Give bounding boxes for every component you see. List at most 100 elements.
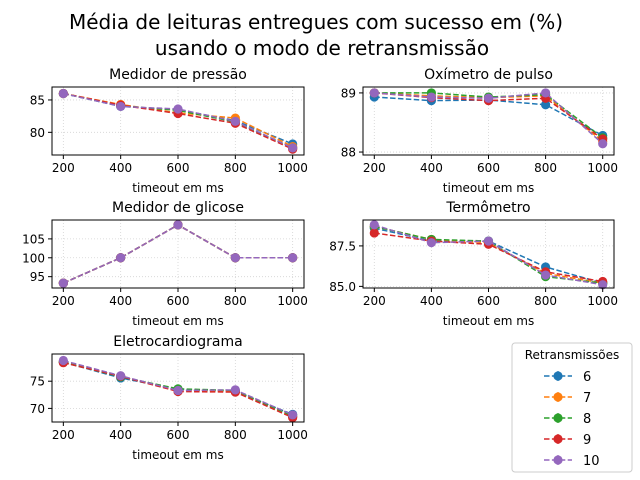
- x-tick-label: 800: [224, 294, 247, 308]
- x-tick-label: 600: [167, 428, 190, 442]
- data-point-10: [598, 280, 608, 290]
- legend-marker-9: [553, 434, 563, 444]
- figure-title-line2: usando o modo de retransmissão: [155, 36, 489, 60]
- x-tick-label: 1000: [277, 294, 308, 308]
- y-tick-label: 100: [22, 251, 45, 265]
- x-tick-label: 200: [363, 161, 386, 175]
- x-tick-label: 600: [477, 294, 500, 308]
- x-axis-label: timeout em ms: [132, 448, 223, 462]
- legend-items: 6 7 8 9 10: [544, 370, 600, 469]
- data-point-10: [230, 116, 240, 126]
- x-tick-label: 400: [420, 161, 443, 175]
- legend-entry-7: 7: [544, 391, 591, 406]
- data-point-10: [116, 371, 126, 381]
- y-tick-label: 80: [30, 126, 45, 140]
- series-line-10: [374, 224, 603, 286]
- data-point-10: [58, 355, 68, 366]
- data-point-9: [369, 228, 379, 238]
- data-point-10: [230, 253, 240, 263]
- legend-marker-10: [553, 455, 563, 465]
- x-tick-label: 800: [534, 294, 557, 308]
- legend-label-6: 6: [583, 370, 591, 385]
- x-tick-label: 600: [167, 161, 190, 175]
- data-point-10: [426, 92, 436, 102]
- x-tick-label: 600: [477, 161, 500, 175]
- legend: Retransmissões 6 7 8 9 10: [511, 342, 633, 473]
- x-tick-label: 200: [52, 294, 75, 308]
- y-tick-label: 89: [341, 86, 356, 100]
- y-tick-label: 85: [30, 93, 45, 107]
- x-tick-label: 800: [224, 428, 247, 442]
- panel-eletrocardiograma: 200 400 600 800 1000 70 75 Eletrocardiograma tim…: [30, 334, 308, 462]
- x-axis-label: timeout em ms: [132, 181, 223, 195]
- data-point-10: [58, 278, 68, 288]
- data-point-10: [483, 236, 494, 246]
- x-axis-label: timeout em ms: [443, 181, 534, 195]
- data-point-10: [598, 139, 608, 149]
- x-tick-label: 600: [167, 294, 190, 308]
- x-tick-label: 1000: [587, 161, 618, 175]
- legend-title: Retransmissões: [525, 348, 620, 362]
- panel-title: Eletrocardiograma: [113, 334, 242, 350]
- y-tick-label: 70: [30, 402, 45, 416]
- data-point-10: [288, 143, 298, 153]
- data-point-10: [483, 93, 494, 103]
- panel-medidor-de-pressao: 200 400 600 800 1000 80 85 Medidor de pressão ti…: [30, 67, 308, 195]
- data-point-10: [173, 220, 183, 230]
- data-point-10: [230, 385, 240, 395]
- data-point-10: [173, 385, 183, 396]
- x-axis-label: timeout em ms: [443, 314, 534, 328]
- y-tick-label: 95: [30, 270, 45, 284]
- data-point-10: [541, 88, 551, 98]
- y-tick-label: 85.0: [329, 280, 356, 294]
- y-tick-label: 75: [30, 375, 45, 389]
- y-tick-label: 87.5: [329, 239, 356, 253]
- x-tick-label: 1000: [277, 428, 308, 442]
- legend-label-8: 8: [583, 412, 591, 427]
- panel-medidor-de-glicose: 200 400 600 800 1000 95 100 105 Medidor de glico…: [22, 200, 308, 328]
- y-tick-label: 105: [22, 232, 45, 246]
- legend-entry-6: 6: [544, 370, 591, 385]
- x-tick-label: 200: [52, 428, 75, 442]
- y-tick-label: 88: [341, 146, 356, 160]
- x-tick-label: 1000: [587, 294, 618, 308]
- x-tick-label: 400: [109, 161, 132, 175]
- data-point-10: [369, 220, 379, 230]
- legend-marker-6: [553, 371, 563, 381]
- x-tick-label: 200: [363, 294, 386, 308]
- data-point-10: [541, 270, 551, 280]
- panel-title: Termômetro: [445, 200, 530, 216]
- legend-label-7: 7: [583, 391, 591, 406]
- panel-title: Medidor de pressão: [109, 67, 247, 83]
- x-tick-label: 400: [109, 428, 132, 442]
- legend-entry-10: 10: [544, 454, 600, 469]
- data-point-10: [116, 101, 126, 112]
- x-axis-label: timeout em ms: [132, 314, 223, 328]
- x-tick-label: 400: [109, 294, 132, 308]
- data-point-10: [173, 104, 183, 114]
- x-tick-label: 1000: [277, 161, 308, 175]
- data-point-10: [288, 410, 298, 420]
- data-point-10: [369, 88, 379, 98]
- data-point-10: [288, 253, 298, 263]
- subplots: 200 400 600 800 1000 80 85 Medidor de pressão ti…: [22, 67, 618, 462]
- legend-label-9: 9: [583, 433, 591, 448]
- x-tick-label: 400: [420, 294, 443, 308]
- legend-label-10: 10: [583, 454, 600, 469]
- x-tick-label: 800: [534, 161, 557, 175]
- panel-title: Medidor de glicose: [112, 200, 244, 216]
- data-point-10: [116, 253, 126, 263]
- legend-entry-8: 8: [544, 412, 591, 427]
- legend-frame: [511, 342, 633, 473]
- panel-termometro: 200 400 600 800 1000 85.0 87.5 Termômetro timeou…: [329, 200, 618, 328]
- legend-entry-9: 9: [544, 433, 591, 448]
- legend-marker-7: [553, 392, 563, 402]
- data-point-6: [541, 100, 551, 110]
- data-point-10: [426, 238, 436, 248]
- data-point-10: [58, 88, 68, 99]
- x-tick-label: 800: [224, 161, 247, 175]
- x-tick-label: 200: [52, 161, 75, 175]
- panel-title: Oxímetro de pulso: [424, 67, 553, 83]
- figure-title-line1: Média de leituras entregues com sucesso …: [69, 10, 563, 34]
